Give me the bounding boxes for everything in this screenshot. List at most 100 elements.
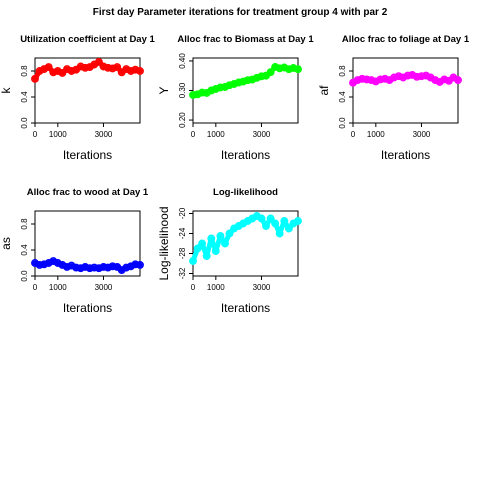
y-axis-title: Y [157,86,171,94]
data-point [230,80,239,88]
plot-frame [34,210,141,277]
data-point [35,260,44,269]
data-point [31,259,39,267]
data-point [431,76,440,85]
x-axis-title: Iterations [221,148,270,162]
data-point [234,78,243,87]
data-point [211,85,220,93]
x-tick-label: 0 [351,130,356,139]
data-point [193,244,202,253]
x-tick-label: 0 [191,130,196,139]
panel-1: Utilization coefficient at Day 1 0 1000 300… [0,34,156,162]
data-point [275,64,284,73]
data-point [44,259,53,267]
data-point [81,262,90,271]
data-point [284,65,293,74]
plot-frame [192,210,299,277]
data-point [294,217,302,225]
data-point [126,262,135,271]
data-point [90,263,99,272]
data-point [417,72,426,81]
data-point [63,262,71,271]
x-tick-label: 1000 [49,283,67,292]
data-point [76,264,85,273]
x-tick-label: 0 [33,130,38,139]
y-tick-label: 0.0 [20,117,29,129]
panel-title: Alloc frac to wood at Day 1 [27,187,149,198]
x-axis-title: Iterations [63,301,112,315]
data-point [49,68,58,77]
data-point [408,70,417,79]
data-point [108,262,117,271]
panel-3: Alloc frac to foliage at Day 1 0 1000 3000 0… [317,34,470,162]
series-trace [32,258,143,273]
data-point [94,57,103,66]
data-point [216,83,225,92]
data-point [252,73,261,82]
x-tick-label: 1000 [207,130,225,139]
y-tick-label: 0.4 [20,244,29,256]
data-point [207,234,216,243]
x-tick-label: 1000 [207,283,225,292]
data-point [99,262,108,271]
data-point [85,264,94,273]
data-point [94,264,103,273]
data-point [239,77,248,86]
data-point [280,63,289,72]
figure-title: First day Parameter iterations for treat… [93,7,388,18]
x-tick-label: 3000 [253,283,271,292]
data-point [136,67,144,75]
data-point [202,252,211,260]
data-point [40,65,49,74]
x-tick-label: 0 [191,283,196,292]
x-axis-title: Iterations [221,301,270,315]
data-point [58,68,67,77]
y-axis-title: as [0,237,13,250]
data-point [76,62,85,71]
data-point [131,260,140,269]
x-tick-label: 3000 [253,130,271,139]
data-point [248,75,257,84]
data-point [44,63,53,72]
panel-title: Log-likelihood [213,187,278,198]
data-point [367,76,376,85]
data-point [440,75,449,84]
plot-frame [34,57,141,124]
panels-group: Utilization coefficient at Day 1 0 1000 300… [0,34,470,315]
data-point [257,72,266,81]
data-point [294,65,302,74]
data-point [376,75,385,84]
plot-frame [352,57,459,124]
x-tick-label: 3000 [413,130,431,139]
data-point [67,67,76,75]
data-point [275,229,284,238]
data-point [221,83,229,91]
data-point [412,72,421,81]
data-point [198,88,207,97]
data-point [221,239,229,248]
data-point [211,247,220,255]
x-axis-title: Iterations [63,148,112,162]
y-tick-label: 0.8 [338,65,347,77]
x-tick-label: 1000 [49,130,67,139]
y-axis-title: Log-likelihood [157,206,171,280]
data-point [113,63,122,72]
data-point [189,90,197,99]
panel-title: Alloc frac to Biomass at Day 1 [177,34,314,45]
data-point [99,62,108,71]
y-tick-label: 0.40 [178,53,187,69]
data-point [53,67,62,75]
data-point [266,68,275,77]
data-point [390,73,399,82]
y-tick-label: 0.30 [178,82,187,98]
y-tick-label: 0.0 [20,270,29,282]
data-point [284,224,293,233]
y-tick-label: -20 [178,207,187,219]
data-point [225,229,234,238]
y-axis-title: af [317,85,331,96]
y-tick-label: -32 [178,267,187,279]
y-tick-label: -24 [178,227,187,239]
data-point [49,257,58,266]
y-tick-label: 0.4 [338,91,347,103]
data-point [198,239,207,248]
